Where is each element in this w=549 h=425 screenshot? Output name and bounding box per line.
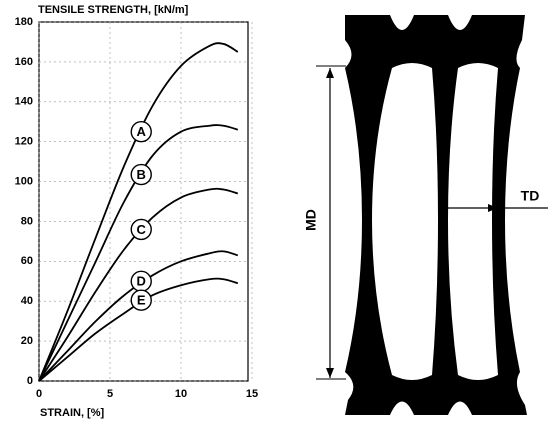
x-tick-label: 0: [36, 388, 42, 400]
x-tick-label: 15: [246, 388, 258, 400]
chart-title: TENSILE STRENGTH, [kN/m]: [38, 4, 189, 16]
x-tick-label: 5: [107, 388, 113, 400]
y-tick-label: 100: [15, 175, 33, 187]
data-line: [38, 250, 239, 382]
arrowhead: [326, 68, 498, 378]
y-tick-label: 140: [15, 96, 33, 108]
td-label: TD: [521, 188, 540, 204]
y-tick-label: 120: [15, 136, 33, 148]
grid-shape: [345, 15, 527, 415]
y-tick-label: 80: [21, 215, 33, 227]
series-label-circle: [130, 120, 152, 143]
geogrid-diagram: MD TD: [303, 15, 548, 415]
series-label-circle: [130, 163, 152, 186]
y-tick-label: 20: [21, 335, 33, 347]
plot-frame: [38, 21, 249, 382]
data-line: [38, 277, 239, 382]
series-label: E: [137, 293, 146, 308]
series-label: D: [137, 274, 146, 289]
md-label: MD: [303, 209, 319, 231]
series-label-circle: [130, 289, 152, 311]
series-label: A: [137, 124, 147, 139]
notch: [390, 15, 472, 415]
y-tick-label: 180: [15, 16, 33, 28]
x-tick-label: 10: [175, 388, 187, 400]
y-tick-label: 0: [27, 375, 33, 387]
data-line: [38, 187, 239, 382]
series-label: C: [137, 222, 147, 237]
y-tick-label: 40: [21, 295, 33, 307]
y-tick-label: 160: [15, 56, 33, 68]
x-axis-label: STRAIN, [%]: [40, 407, 105, 419]
series-label: B: [137, 167, 146, 182]
y-tick-label: 60: [21, 255, 33, 267]
data-line: [38, 124, 239, 382]
data-line: [38, 42, 239, 382]
series-label-circle: [130, 218, 152, 241]
